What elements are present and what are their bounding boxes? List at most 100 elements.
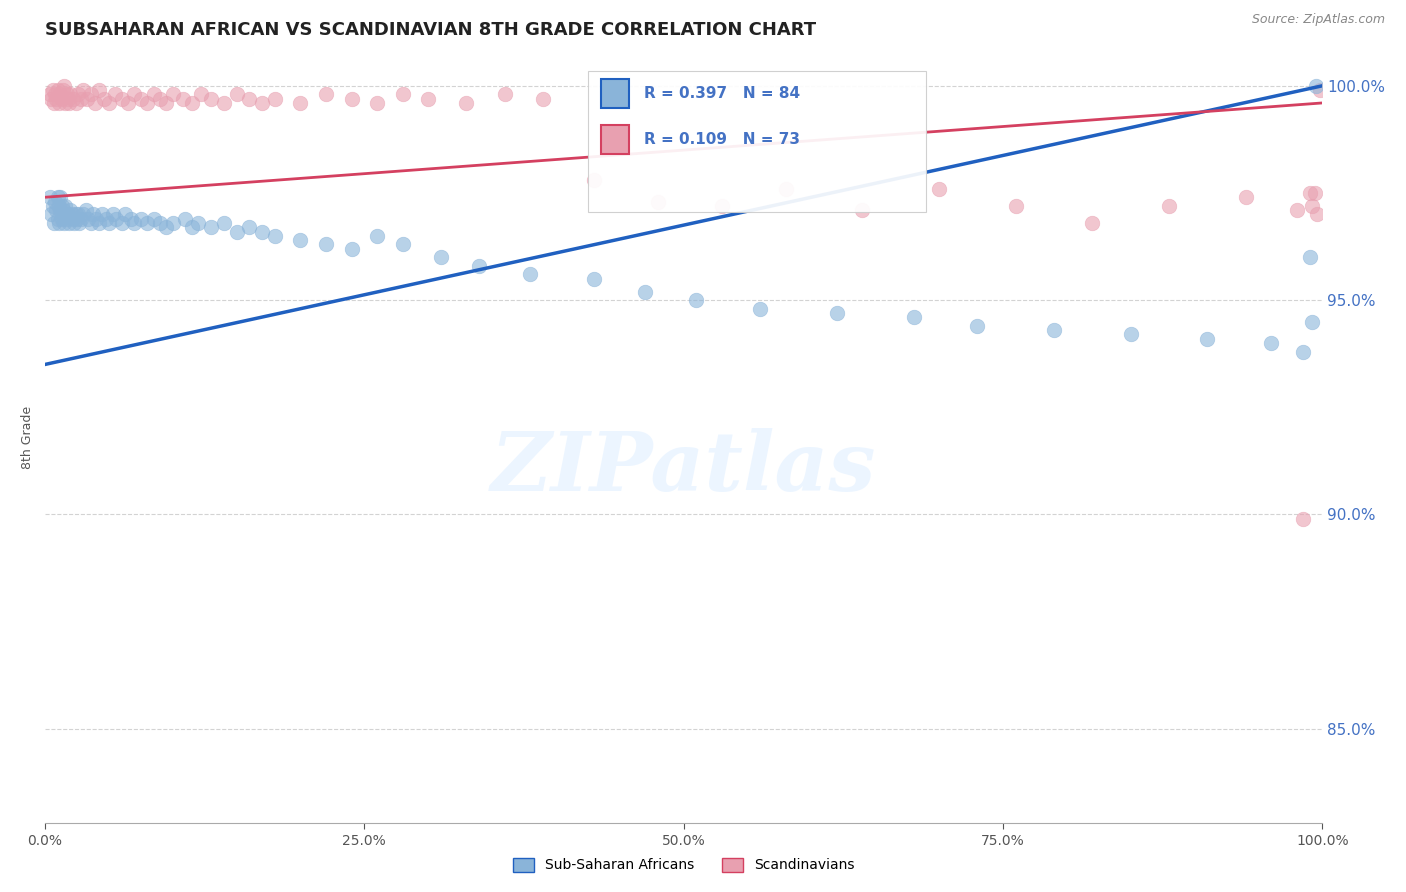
- Point: [1292, 512, 1315, 526]
- Text: R = 0.397   N = 84: R = 0.397 N = 84: [644, 86, 800, 101]
- Point: [263, 228, 285, 243]
- Point: [1298, 250, 1320, 264]
- Point: [83, 95, 105, 110]
- Point: [162, 216, 184, 230]
- Point: [96, 211, 118, 226]
- Point: [200, 220, 222, 235]
- Point: [1301, 199, 1323, 213]
- Point: [647, 194, 669, 209]
- Point: [710, 199, 733, 213]
- Point: [172, 92, 194, 106]
- Point: [84, 211, 107, 226]
- Point: [41, 199, 63, 213]
- Point: [48, 95, 70, 110]
- Point: [117, 95, 139, 110]
- Point: [519, 268, 541, 282]
- Point: [315, 237, 337, 252]
- Point: [775, 182, 797, 196]
- Point: [1260, 336, 1282, 351]
- Point: [59, 203, 82, 218]
- Point: [238, 92, 260, 106]
- Point: [142, 211, 165, 226]
- Point: [97, 95, 120, 110]
- Point: [80, 216, 103, 230]
- Point: [91, 207, 114, 221]
- Point: [340, 242, 363, 256]
- Point: [136, 95, 159, 110]
- Point: [1004, 199, 1026, 213]
- Point: [315, 87, 337, 102]
- Point: [187, 216, 209, 230]
- Point: [49, 190, 72, 204]
- Text: R = 0.109   N = 73: R = 0.109 N = 73: [644, 132, 800, 147]
- Point: [225, 87, 247, 102]
- Point: [263, 92, 285, 106]
- Point: [366, 95, 388, 110]
- Point: [142, 87, 165, 102]
- Point: [62, 92, 84, 106]
- Point: [53, 216, 76, 230]
- Point: [97, 216, 120, 230]
- Point: [1309, 83, 1331, 97]
- Point: [41, 207, 63, 221]
- Point: [87, 83, 110, 97]
- Point: [77, 211, 100, 226]
- Point: [190, 87, 212, 102]
- Point: [45, 203, 67, 218]
- Bar: [600, 125, 628, 154]
- Point: [53, 207, 76, 221]
- Point: [124, 87, 146, 102]
- Point: [225, 225, 247, 239]
- Point: [1301, 315, 1323, 329]
- Point: [238, 220, 260, 235]
- Point: [149, 216, 172, 230]
- Point: [56, 207, 79, 221]
- Point: [366, 228, 388, 243]
- Point: [583, 173, 606, 187]
- Point: [39, 190, 62, 204]
- Point: [51, 211, 73, 226]
- Point: [42, 216, 65, 230]
- Point: [174, 211, 197, 226]
- Text: ZIPatlas: ZIPatlas: [491, 428, 876, 508]
- Point: [114, 207, 136, 221]
- Point: [1043, 323, 1066, 337]
- Point: [49, 203, 72, 218]
- Point: [1303, 186, 1326, 200]
- Point: [105, 211, 128, 226]
- Point: [69, 92, 91, 106]
- Point: [120, 211, 142, 226]
- Point: [67, 87, 90, 102]
- Point: [69, 211, 91, 226]
- Point: [250, 95, 273, 110]
- Point: [48, 199, 70, 213]
- Point: [290, 95, 312, 110]
- Point: [250, 225, 273, 239]
- Point: [391, 87, 413, 102]
- Point: [531, 92, 554, 106]
- Point: [59, 87, 82, 102]
- Point: [155, 95, 177, 110]
- Point: [41, 92, 63, 106]
- Point: [1234, 190, 1257, 204]
- Point: [56, 92, 79, 106]
- Point: [1306, 207, 1329, 221]
- Point: [52, 83, 75, 97]
- Point: [1081, 216, 1104, 230]
- Point: [67, 216, 90, 230]
- Point: [46, 83, 69, 97]
- Point: [65, 207, 87, 221]
- Point: [101, 207, 124, 221]
- Point: [340, 92, 363, 106]
- Point: [149, 92, 172, 106]
- Point: [72, 207, 94, 221]
- Point: [180, 95, 202, 110]
- Point: [44, 87, 66, 102]
- Point: [60, 207, 83, 221]
- Point: [468, 259, 491, 273]
- Point: [87, 216, 110, 230]
- Point: [903, 310, 925, 325]
- Point: [41, 83, 63, 97]
- Point: [58, 95, 80, 110]
- Point: [58, 216, 80, 230]
